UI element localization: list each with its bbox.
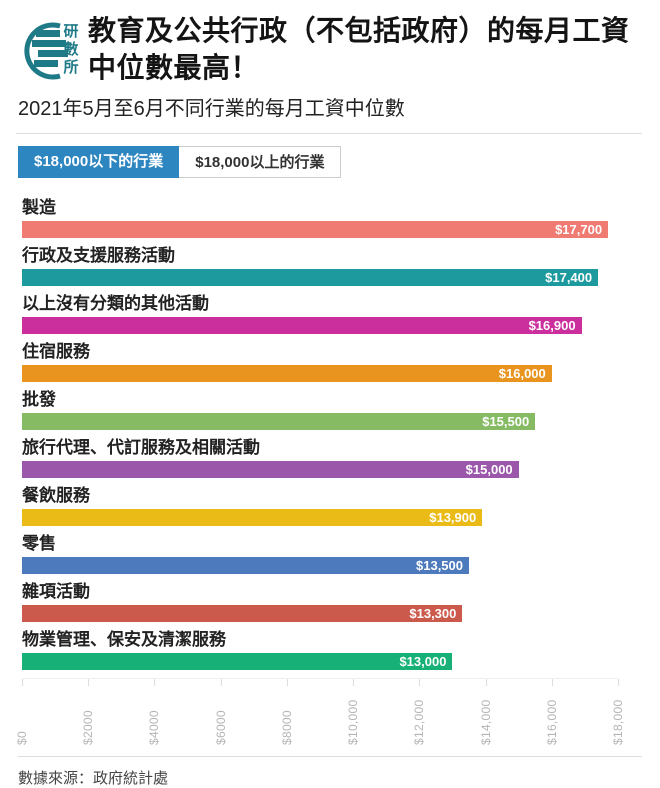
bar-value-label: $16,000: [498, 366, 546, 381]
bar-category: 物業管理、保安及清潔服務: [22, 630, 226, 649]
bar-category: 行政及支援服務活動: [22, 246, 175, 265]
bar[interactable]: $16,900: [22, 317, 582, 334]
bar-row: 以上沒有分類的其他活動 $16,900: [22, 294, 618, 342]
bar[interactable]: $15,500: [22, 413, 536, 430]
bar-value-label: $13,300: [409, 606, 457, 621]
bar[interactable]: $13,500: [22, 557, 469, 574]
x-axis-tick-label: $2000: [81, 710, 96, 745]
bar[interactable]: $13,300: [22, 605, 463, 622]
bar-value-label: $13,900: [429, 510, 477, 525]
bar[interactable]: $17,700: [22, 221, 609, 238]
bar-row: 行政及支援服務活動 $17,400: [22, 246, 618, 294]
logo-char-2: 數: [63, 40, 78, 58]
x-axis: $0 $2000 $4000 $6000 $8000 $10,000 $12,000 $14,…: [15, 678, 625, 752]
bar-value-label: $16,900: [528, 318, 576, 333]
bar-row: 批發 $15,500: [22, 390, 618, 438]
bar-category: 餐飲服務: [22, 486, 90, 505]
x-axis-tick-label: $4000: [147, 710, 162, 745]
bar[interactable]: $13,900: [22, 509, 483, 526]
bar-category: 住宿服務: [22, 342, 90, 361]
logo-char-1: 研: [63, 23, 78, 40]
bar-row: 製造 $17,700: [22, 198, 618, 246]
bar-row: 零售 $13,500: [22, 534, 618, 582]
x-axis-tick-label: $16,000: [544, 699, 559, 745]
bar-category: 以上沒有分類的其他活動: [22, 294, 209, 313]
bar-row: 物業管理、保安及清潔服務 $13,000: [22, 630, 618, 678]
bar-rows: 製造 $17,700 行政及支援服務活動 $17,400 以上沒有分類的其他活動…: [22, 198, 618, 678]
bar-value-label: $15,500: [482, 414, 530, 429]
bar-row: 旅行代理、代訂服務及相關活動 $15,000: [22, 438, 618, 486]
bar[interactable]: $16,000: [22, 365, 552, 382]
page-title: 教育及公共行政（不包括政府）的每月工資中位數最高！: [88, 15, 630, 83]
x-axis-tick-label: $6000: [213, 710, 228, 745]
x-axis-tick: [286, 679, 288, 686]
x-axis-tick-label: $10,000: [346, 699, 361, 745]
x-axis-tick-label: $14,000: [478, 699, 493, 745]
tab-above-18000[interactable]: $18,000以上的行業: [179, 146, 342, 178]
footer: 數據來源：政府統計處: [18, 756, 642, 788]
x-axis-tick: [485, 679, 487, 686]
x-axis-tick-label: $8000: [279, 710, 294, 745]
x-axis-tick: [154, 679, 156, 686]
bar-value-label: $17,700: [555, 222, 603, 237]
x-axis-tick: [22, 679, 23, 686]
x-axis-tick-label: $12,000: [412, 699, 427, 745]
bar-row: 雜項活動 $13,300: [22, 582, 618, 630]
x-axis-tick: [618, 679, 619, 686]
x-axis-tick: [419, 679, 421, 686]
data-source-label: 數據來源：政府統計處: [18, 770, 169, 787]
bar-category: 雜項活動: [22, 582, 90, 601]
bar-category: 旅行代理、代訂服務及相關活動: [22, 438, 260, 457]
logo-char-3: 所: [63, 59, 78, 76]
x-axis-tick: [353, 679, 355, 686]
bar-row: 餐飲服務 $13,900: [22, 486, 618, 534]
bar-category: 製造: [22, 198, 56, 217]
yanshuso-logo-icon: 研 數 所: [16, 14, 84, 86]
x-axis-tick: [551, 679, 553, 686]
bar-value-label: $13,500: [416, 558, 463, 573]
tab-below-18000[interactable]: $18,000以下的行業: [18, 146, 180, 178]
bar-category: 批發: [22, 390, 56, 409]
bar[interactable]: $13,000: [22, 653, 453, 670]
filter-tabs: $18,000以下的行業 $18,000以上的行業: [0, 134, 660, 178]
bar-row: 住宿服務 $16,000: [22, 342, 618, 390]
x-axis-tick: [220, 679, 222, 686]
header: 研 數 所 教育及公共行政（不包括政府）的每月工資中位數最高！ 2021年5月至…: [0, 0, 660, 134]
bar[interactable]: $17,400: [22, 269, 599, 286]
bar-value-label: $15,000: [465, 462, 513, 477]
bar-chart: 製造 $17,700 行政及支援服務活動 $17,400 以上沒有分類的其他活動…: [22, 198, 618, 678]
x-axis-tick-label: $0: [15, 731, 29, 745]
bar-value-label: $13,000: [399, 654, 447, 669]
chart-subtitle: 2021年5月至6月不同行業的每月工資中位數: [18, 98, 405, 120]
x-axis-tick-label: $18,000: [611, 699, 625, 745]
bar[interactable]: $15,000: [22, 461, 519, 478]
header-divider: [16, 133, 642, 134]
bar-category: 零售: [22, 534, 56, 553]
x-axis-tick: [88, 679, 90, 686]
bar-value-label: $17,400: [545, 270, 593, 285]
